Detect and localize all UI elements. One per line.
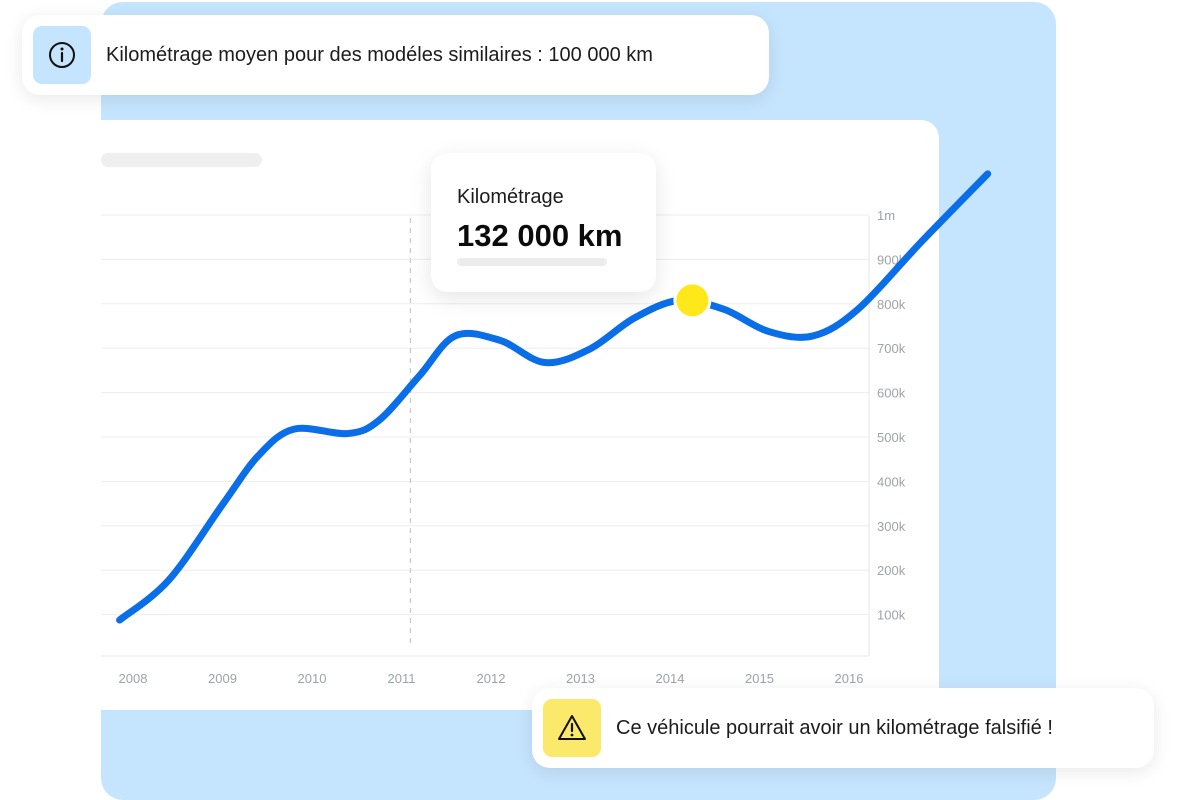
- x-tick-label: 2014: [656, 671, 685, 686]
- x-tick-label: 2010: [298, 671, 327, 686]
- highlight-marker: [676, 284, 709, 317]
- x-tick-label: 2015: [745, 671, 774, 686]
- y-tick-label: 300k: [877, 519, 906, 534]
- x-tick-label: 2012: [477, 671, 506, 686]
- y-tick-label: 100k: [877, 608, 906, 623]
- y-tick-label: 200k: [877, 563, 906, 578]
- mileage-series-line: [116, 170, 992, 624]
- info-banner-text: Kilométrage moyen pour des modéles simil…: [106, 43, 653, 66]
- y-tick-label: 600k: [877, 386, 906, 401]
- warning-banner-text: Ce véhicule pourrait avoir un kilométrag…: [616, 716, 1053, 739]
- x-tick-label: 2016: [835, 671, 864, 686]
- x-tick-label: 2009: [208, 671, 237, 686]
- y-tick-label: 800k: [877, 297, 906, 312]
- tooltip-label: Kilométrage: [457, 186, 564, 208]
- y-tick-label: 1m: [877, 208, 895, 223]
- x-tick-label: 2008: [119, 671, 148, 686]
- mileage-tooltip: Kilométrage 132 000 km: [431, 153, 656, 292]
- y-tick-label: 700k: [877, 341, 906, 356]
- warning-banner: Ce véhicule pourrait avoir un kilométrag…: [532, 688, 1154, 768]
- x-tick-label: 2013: [566, 671, 595, 686]
- info-icon: [33, 26, 91, 84]
- tooltip-value: 132 000 km: [457, 218, 623, 253]
- warning-icon: [543, 699, 601, 757]
- y-tick-label: 500k: [877, 430, 906, 445]
- chart-title-placeholder: [101, 153, 262, 167]
- tooltip-placeholder-bar: [457, 258, 607, 266]
- y-tick-label: 400k: [877, 474, 906, 489]
- info-banner: Kilométrage moyen pour des modéles simil…: [22, 15, 769, 95]
- x-tick-label: 2011: [388, 671, 416, 686]
